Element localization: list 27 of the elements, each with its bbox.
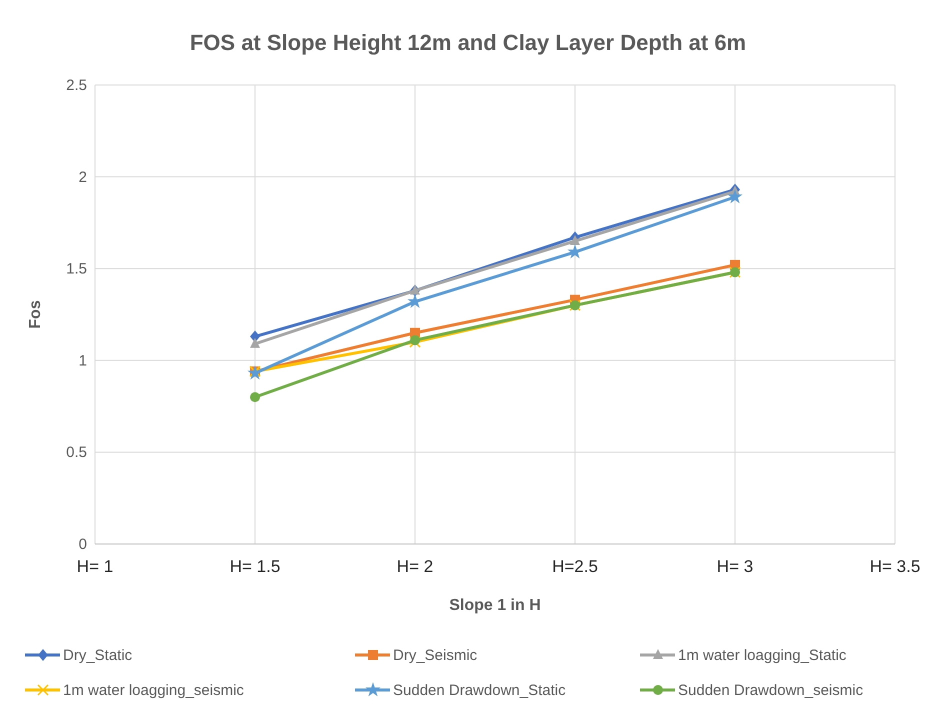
- legend-label: Sudden Drawdown_Static: [393, 682, 566, 699]
- x-tick-label: H=2.5: [552, 557, 598, 576]
- point: [409, 336, 421, 348]
- legend-label: Dry_Seismic: [393, 647, 478, 664]
- point: [250, 392, 260, 402]
- x-axis-title: Slope 1 in H: [449, 597, 541, 614]
- y-tick-label: 2: [78, 168, 87, 186]
- y-tick-label: 1.5: [66, 260, 87, 278]
- x-tick-label: H= 1: [76, 557, 114, 576]
- legend-label: Dry_Static: [63, 647, 133, 664]
- y-tick-label: 2.5: [66, 77, 87, 94]
- x-tick-label: H= 3.5: [870, 557, 920, 576]
- y-tick-label: 0.5: [66, 444, 87, 462]
- point: [727, 189, 743, 204]
- point: [570, 235, 580, 246]
- legend-label: 1m water loagging_seismic: [63, 682, 244, 699]
- x-tick-label: H= 3: [716, 557, 754, 576]
- point: [410, 335, 420, 346]
- x-tick-label: H= 1.5: [230, 557, 280, 576]
- chart-title: FOS at Slope Height 12m and Clay Layer Depth at 6m: [190, 30, 746, 55]
- x-tick-label: H= 2: [396, 557, 434, 576]
- point: [250, 338, 260, 348]
- legend-label: 1m water loagging_Static: [678, 647, 847, 664]
- legend-label: Sudden Drawdown_seismic: [678, 682, 864, 699]
- y-tick-label: 0: [78, 536, 87, 553]
- y-axis-title: Fos: [27, 300, 44, 329]
- y-tick-label: 1: [78, 352, 87, 370]
